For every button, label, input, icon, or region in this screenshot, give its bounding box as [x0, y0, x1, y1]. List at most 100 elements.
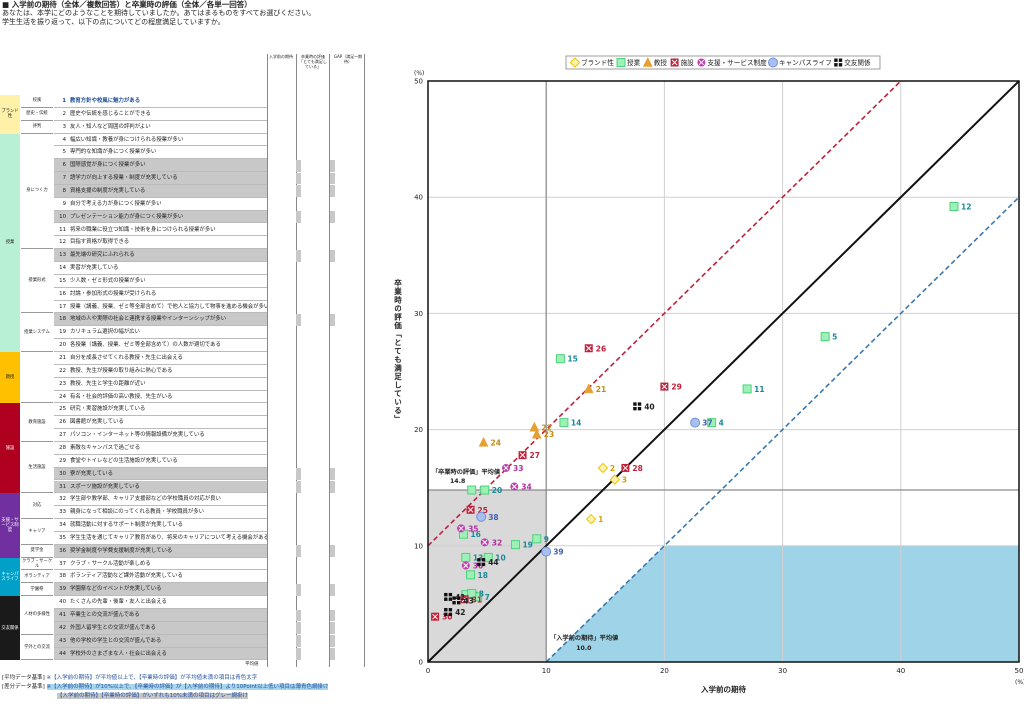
y-tick-label: 30 [414, 310, 423, 318]
table-row: 15 少人数・ゼミ形式の授業が多い [54, 275, 267, 288]
item-text: 目指す資格が取得できる [70, 239, 130, 246]
item-text: 外国人留学生との交流が盛んである [70, 624, 156, 631]
item-text: 実習が充実している [70, 265, 119, 272]
note-gray-criteria: 【入学前の期待】【卒業時の評価】がいずれも10%未満の項目はグレー網掛け [57, 692, 248, 700]
data-point [742, 384, 752, 394]
item-text: たくさんの先輩・後輩・友人と出会える [70, 599, 167, 606]
item-number: 6 [62, 162, 66, 169]
table-row: 31 スポーツ施設が充実している [54, 480, 267, 494]
table-row: 11 将来の職業に役立つ知識・技術を身につけられる授業が多い [54, 224, 267, 237]
item-number: 22 [59, 367, 66, 374]
item-number: 16 [59, 290, 66, 297]
x-mean-label: 「入学前の期待」平均値 [550, 634, 619, 642]
legend-label: 交友関係 [844, 58, 871, 67]
point-label: 16 [470, 530, 480, 539]
data-point [633, 402, 642, 411]
item-text: 教育方針や校風に魅力がある [70, 98, 141, 104]
item-text: 図書館が充実している [70, 419, 124, 426]
table-column-divider [296, 54, 297, 667]
item-text: 奨学金制度や学費支援制度が充実している [70, 547, 173, 554]
quad-marker-cell [481, 558, 486, 562]
legend-label: キャンパスライフ [779, 59, 832, 67]
item-number: 14 [59, 265, 66, 272]
point-label: 34 [521, 483, 531, 492]
point-label: 20 [492, 486, 502, 495]
value-cell-shaded [296, 622, 301, 635]
square-marker [707, 418, 717, 428]
y-mean-label: 「卒業時の評価」平均値 [432, 468, 501, 476]
item-text: 友人・知人など周囲の評判がよい [70, 123, 151, 130]
x-tick-label: 0 [426, 667, 430, 675]
item-number: 23 [59, 380, 66, 387]
square-marker [616, 58, 626, 67]
circlex-cross [463, 563, 469, 569]
y-mean-value: 14.8 [450, 478, 465, 485]
boxx-cross [622, 465, 629, 471]
footer-average-label: 平均値 [245, 662, 259, 667]
square-marker [949, 201, 959, 211]
item-text: 就職活動に対するサポート制度が充実している [70, 522, 184, 529]
value-cell-shaded [330, 583, 335, 596]
table-row: 24 有名・社会的評価の高い教授、先生がいる [54, 391, 267, 404]
data-point [949, 201, 959, 211]
series-group: 4041424344 [444, 402, 655, 617]
scatter-chart: 0102030405001020304050(%)(%)入学前の期待卒業時の評価… [388, 50, 1024, 705]
quad-marker-cell [444, 592, 448, 597]
point-label: 1 [598, 515, 603, 524]
data-point [457, 524, 466, 533]
boxx-cross [461, 596, 468, 603]
quad-marker-cell [448, 592, 453, 597]
item-text: 自分で考える力が身につく授業が多い [70, 200, 162, 207]
circlex-cross [698, 59, 704, 66]
item-number: 21 [59, 355, 66, 361]
subcategory-cell: 奨学金 [21, 545, 53, 558]
value-cell-shaded [330, 313, 335, 326]
point-label: 9 [544, 535, 549, 544]
equality-line [427, 80, 1020, 663]
table-row: 17 授業（講義、授業、ゼミ等全部含めて）で他人と協力して物事を進める機会が多い [54, 301, 267, 314]
item-number: 15 [59, 277, 66, 284]
item-number: 27 [59, 432, 66, 439]
item-number: 26 [59, 419, 66, 426]
subcategory-cell: 学外との交流 [21, 635, 53, 661]
square-marker [510, 540, 520, 550]
square-marker [466, 570, 476, 580]
item-number: 42 [59, 624, 66, 631]
item-number: 1 [62, 98, 66, 104]
square-marker [742, 384, 752, 394]
table-row: 33 親身になって相談にのってくれる教員・学校職員が多い [54, 506, 267, 520]
series-group: 3233343536 [457, 463, 532, 571]
quad-marker-cell [477, 562, 481, 567]
circlex-cross [503, 465, 509, 471]
item-text: プレゼンテーション能力が身につく授業が多い [70, 213, 184, 220]
question-satisfaction: 学生生活を振り返って、以下の点についてどの程度満足していますか。 [2, 18, 225, 26]
item-number: 17 [59, 303, 66, 310]
table-row: 10 プレゼンテーション能力が身につく授業が多い [54, 210, 267, 224]
category-cell: ブランド性 [0, 95, 20, 134]
x-tick-label: 30 [778, 667, 787, 675]
table-row: 6 国際感覚が身につく授業が多い [54, 159, 267, 173]
square-marker [461, 552, 471, 562]
data-point [707, 418, 717, 428]
item-text: パソコン・インターネット等の情報設備が充実している [70, 432, 205, 439]
item-number: 19 [59, 329, 66, 336]
item-number: 10 [59, 213, 66, 220]
item-text: ボランティア活動など課外活動が充実している [70, 573, 183, 580]
data-point [690, 417, 701, 428]
minus10-line [545, 196, 1020, 663]
quad-marker-cell [834, 58, 838, 62]
note-label-2: [差分データ基準] [2, 684, 45, 690]
value-cell-shaded [330, 635, 335, 648]
plus10-line [427, 80, 902, 547]
data-point [466, 505, 475, 514]
y-tick-label: 0 [419, 659, 423, 667]
data-point [518, 451, 527, 460]
square-marker [483, 552, 493, 562]
item-text: 授業（講義、授業、ゼミ等全部含めて）で他人と協力して物事を進める機会が多い [70, 303, 267, 310]
item-text: 各授業（講義、授業、ゼミ等全部含めて）の人数が適切である [70, 342, 221, 349]
item-text: 他の学校の学生との交流が盛んである [70, 637, 162, 644]
item-text: 資格支援の制度が充実している [70, 187, 146, 194]
value-cell-shaded [296, 545, 301, 558]
boxx-cross [661, 383, 668, 390]
